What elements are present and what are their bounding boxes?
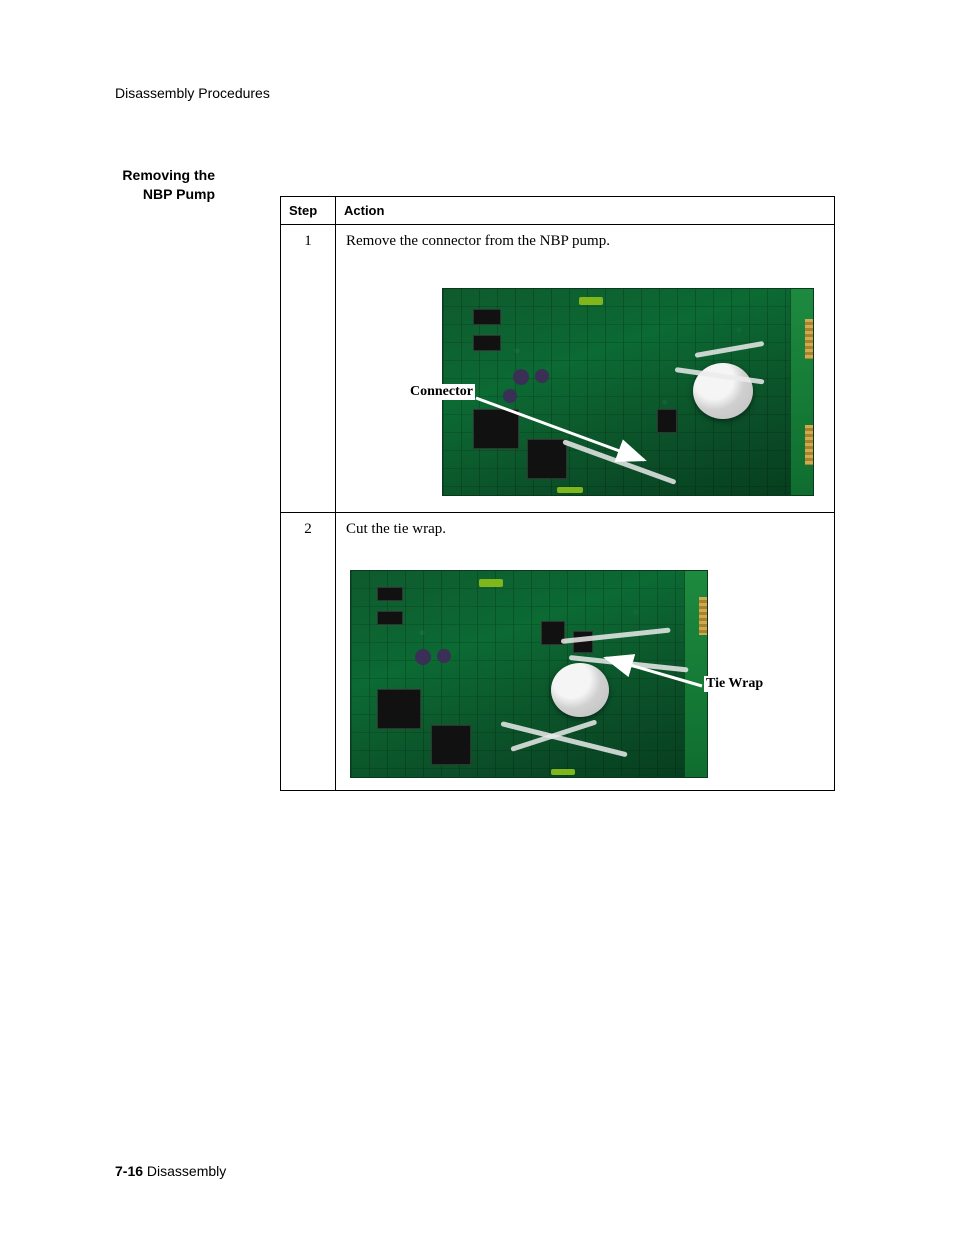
page: Disassembly Procedures Removing the NBP … <box>0 0 954 1235</box>
action-cell: Cut the tie wrap. <box>336 513 835 791</box>
page-number: 7-16 <box>115 1163 143 1179</box>
callout-tiewrap-label: Tie Wrap <box>704 676 765 692</box>
footer-label: Disassembly <box>143 1163 226 1179</box>
procedure-table: Step Action 1 Remove the connector from … <box>280 196 835 791</box>
table-row: 2 Cut the tie wrap. <box>281 513 835 791</box>
figure-connector: Connector <box>346 264 824 504</box>
action-cell: Remove the connector from the NBP pump. <box>336 225 835 513</box>
section-title-line-1: Removing the <box>122 167 215 183</box>
col-step: Step <box>281 197 336 225</box>
step-number: 1 <box>281 225 336 513</box>
breadcrumb: Disassembly Procedures <box>115 85 839 101</box>
step-number: 2 <box>281 513 336 791</box>
action-text: Remove the connector from the NBP pump. <box>346 233 824 250</box>
callout-connector-label: Connector <box>408 384 475 400</box>
section-title-line-2: NBP Pump <box>143 186 215 202</box>
page-footer: 7-16 Disassembly <box>115 1163 226 1179</box>
col-action: Action <box>336 197 835 225</box>
figure-tiewrap: Tie Wrap <box>346 552 824 782</box>
table-row: 1 Remove the connector from the NBP pump… <box>281 225 835 513</box>
section-title: Removing the NBP Pump <box>0 166 215 204</box>
action-text: Cut the tie wrap. <box>346 521 824 538</box>
table-header-row: Step Action <box>281 197 835 225</box>
